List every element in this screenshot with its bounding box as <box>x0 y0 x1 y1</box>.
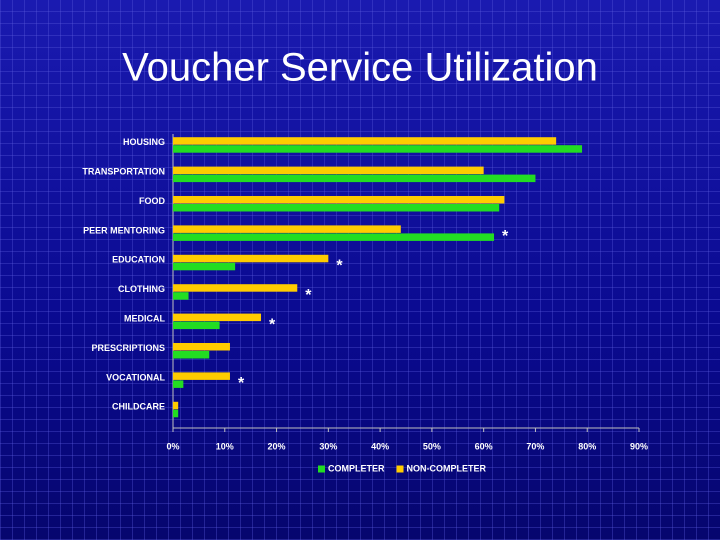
chart-title: Voucher Service Utilization <box>122 46 598 90</box>
bar <box>173 254 329 263</box>
bar <box>173 204 500 212</box>
annotation: * <box>502 228 509 245</box>
legend-label: NON-COMPLETER <box>407 463 487 473</box>
bar <box>173 343 230 351</box>
y-tick-label: VOCATIONAL <box>106 372 165 382</box>
y-tick-label: PEER MENTORING <box>83 225 165 235</box>
x-tick-label: 40% <box>371 441 389 451</box>
bar <box>173 351 210 359</box>
bar <box>173 292 189 300</box>
y-tick-label: TRANSPORTATION <box>82 166 165 176</box>
bar <box>173 145 583 153</box>
bar <box>173 233 495 241</box>
bar <box>173 372 230 380</box>
bar <box>173 313 262 322</box>
x-tick-label: 90% <box>630 441 648 451</box>
bar <box>173 262 236 271</box>
annotation: * <box>305 287 312 304</box>
legend-swatch <box>318 465 325 473</box>
bar <box>173 174 536 183</box>
bar <box>173 409 179 418</box>
bar <box>173 321 220 330</box>
bar <box>173 137 557 145</box>
legend-swatch <box>396 465 404 473</box>
bar <box>173 284 298 292</box>
y-tick-label: HOUSING <box>123 137 165 147</box>
bar <box>173 380 184 388</box>
annotation: * <box>336 258 343 275</box>
x-tick-label: 30% <box>319 441 337 451</box>
y-tick-label: CLOTHING <box>118 284 165 294</box>
x-tick-label: 10% <box>216 441 234 451</box>
y-tick-label: PRESCRIPTIONS <box>91 343 165 353</box>
bar <box>173 401 179 410</box>
y-tick-label: EDUCATION <box>112 255 165 265</box>
x-tick-label: 20% <box>268 441 286 451</box>
x-tick-label: 70% <box>526 441 544 451</box>
x-tick-label: 50% <box>423 441 441 451</box>
legend-label: COMPLETER <box>328 463 385 473</box>
y-tick-label: MEDICAL <box>124 313 165 323</box>
bar <box>173 196 505 204</box>
annotation: * <box>238 375 245 392</box>
annotation: * <box>269 316 276 333</box>
x-tick-label: 60% <box>475 441 493 451</box>
bar <box>173 225 401 233</box>
x-tick-label: 80% <box>578 441 596 451</box>
bar <box>173 166 484 175</box>
y-tick-label: FOOD <box>139 196 165 206</box>
x-tick-label: 0% <box>166 441 179 451</box>
y-tick-label: CHILDCARE <box>112 402 165 412</box>
